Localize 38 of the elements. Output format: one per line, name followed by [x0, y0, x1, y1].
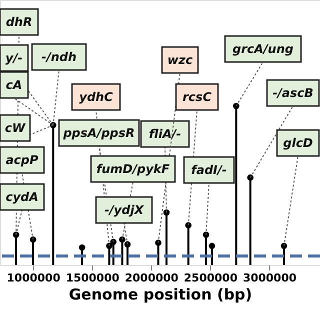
annotation: grcA/ung	[232, 42, 294, 56]
annotation: -/ndh	[41, 50, 77, 64]
annotation: cA	[6, 78, 22, 92]
annotation: wzc	[167, 53, 193, 67]
annotation: -/ascB	[272, 86, 314, 100]
annotation: ppsA/ppsR	[62, 126, 135, 140]
annotation: -/ydjX	[104, 203, 144, 217]
annotation: y/-	[5, 51, 23, 65]
point	[110, 238, 117, 246]
x-tick-label: 2000000	[124, 272, 179, 284]
point	[30, 236, 36, 243]
annotation: cydA	[6, 190, 38, 204]
x-tick-label: 2500000	[184, 272, 238, 284]
annotation: fadI/-	[191, 163, 227, 177]
point	[202, 232, 210, 238]
annotation: ydhC	[79, 90, 114, 104]
point	[185, 222, 192, 228]
point	[12, 232, 20, 238]
point	[124, 241, 131, 248]
point	[78, 244, 86, 251]
annotation: glcD	[283, 136, 313, 150]
x-tick-label: 1500000	[66, 272, 120, 284]
x-tick-label: 3000000	[242, 272, 297, 284]
point	[247, 174, 254, 181]
point	[163, 209, 170, 216]
point	[233, 102, 240, 110]
point	[208, 242, 216, 250]
annotation: fumD/pykF	[96, 162, 170, 176]
annotation: dhR	[6, 15, 32, 29]
point	[280, 242, 288, 250]
annotation: fliA/-	[148, 127, 182, 141]
annotation: rcsC	[182, 90, 212, 104]
point	[119, 236, 126, 243]
point	[155, 240, 162, 246]
x-tick-label: 1000000	[6, 272, 61, 284]
x-axis-title: Genome position (bp)	[68, 286, 252, 304]
annotation: acpP	[6, 153, 38, 167]
annotation: cW	[4, 121, 26, 135]
